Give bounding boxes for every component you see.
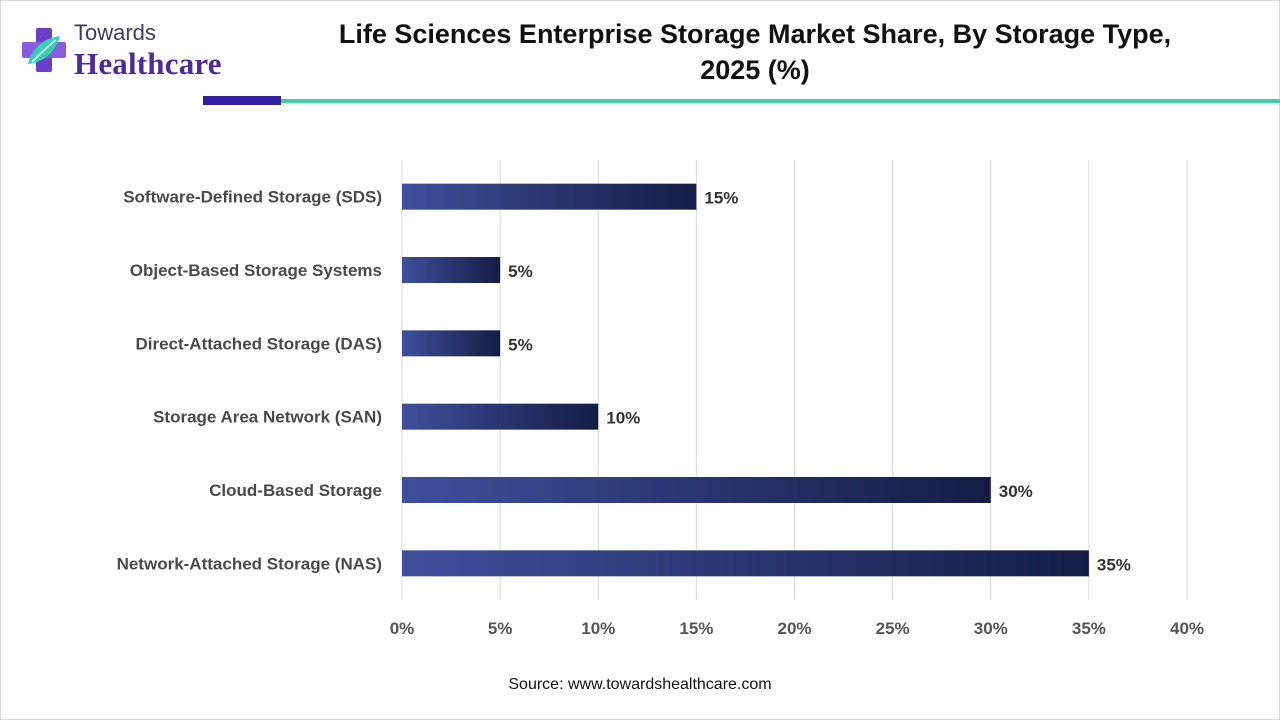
data-label: 30% — [999, 482, 1033, 501]
header-rule — [281, 99, 1280, 103]
x-tick-label: 40% — [1170, 619, 1204, 638]
x-tick-label: 30% — [974, 619, 1008, 638]
header-rule-accent — [203, 96, 281, 105]
x-tick-label: 5% — [488, 619, 513, 638]
chart-title-text-line2: 2025 (%) — [700, 55, 810, 85]
data-label: 10% — [606, 409, 640, 428]
bar — [402, 550, 1089, 577]
y-category-label: Software-Defined Storage (SDS) — [123, 188, 382, 207]
y-category-label: Storage Area Network (SAN) — [153, 408, 382, 427]
x-tick-label: 10% — [581, 619, 615, 638]
y-category-label: Network-Attached Storage (NAS) — [117, 554, 382, 573]
data-label: 15% — [704, 189, 738, 208]
data-label: 5% — [508, 335, 533, 354]
x-tick-label: 15% — [679, 619, 713, 638]
bar — [402, 477, 991, 503]
medical-cross-icon — [22, 28, 66, 72]
x-tick-label: 35% — [1072, 619, 1106, 638]
bar — [402, 403, 599, 430]
brand-name-line2: Healthcare — [74, 46, 222, 81]
y-category-label: Object-Based Storage Systems — [130, 261, 382, 280]
brand-name-line1: Towards — [74, 20, 156, 45]
x-tick-label: 25% — [876, 619, 910, 638]
x-tick-label: 20% — [777, 619, 811, 638]
chart-title: Life Sciences Enterprise Storage Market … — [285, 16, 1225, 88]
bar — [402, 257, 501, 283]
data-label: 5% — [508, 262, 533, 281]
bar — [402, 330, 501, 357]
brand-logo: Towards Healthcare — [18, 18, 248, 86]
data-label: 35% — [1097, 555, 1131, 574]
x-tick-label: 0% — [390, 619, 415, 638]
y-category-label: Direct-Attached Storage (DAS) — [135, 334, 382, 353]
chart-title-text: Life Sciences Enterprise Storage Market … — [338, 19, 1172, 49]
source-note: Source: www.towardshealthcare.com — [508, 676, 772, 693]
bar — [402, 183, 697, 210]
y-category-label: Cloud-Based Storage — [209, 481, 382, 500]
